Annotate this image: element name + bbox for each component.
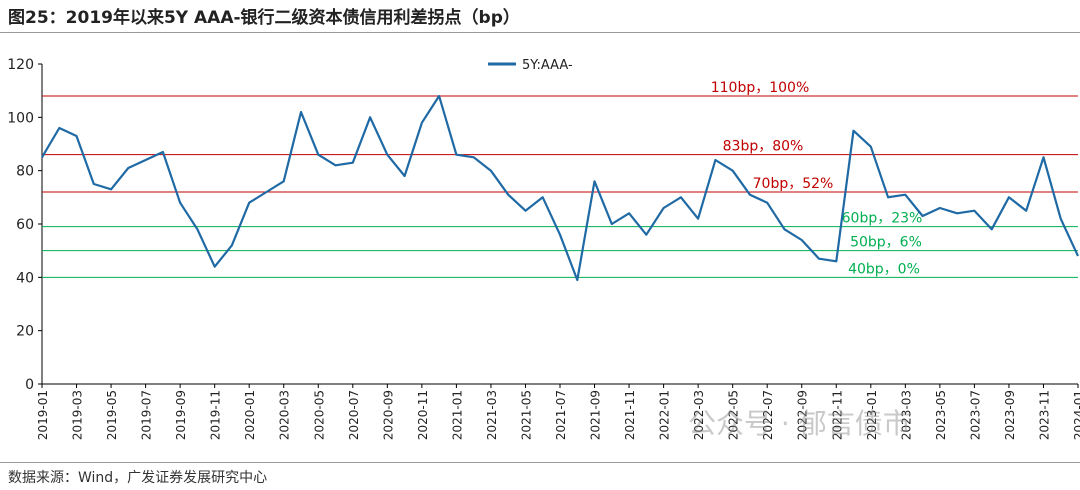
reference-line-label: 83bp，80% (723, 139, 804, 155)
reference-line-label: 50bp，6% (850, 235, 922, 251)
x-tick-label: 2020-09 (381, 390, 395, 440)
reference-line-label: 60bp，23% (842, 211, 923, 227)
x-tick-label: 2021-09 (589, 390, 603, 440)
x-tick-label: 2023-01 (865, 390, 879, 440)
x-tick-label: 2019-05 (105, 390, 119, 440)
x-tick-label: 2019-09 (174, 390, 188, 440)
x-tick-label: 2022-07 (761, 390, 775, 440)
spread-line-chart: 0 20 40 60 80 100 120 2019-01 2019-03 2019-05 2019… (7, 57, 1080, 440)
reference-line-label: 40bp，0% (848, 261, 920, 277)
x-tick-label: 2019-07 (140, 390, 154, 440)
watermark-text: 公众号 · 郁言债市 (688, 407, 911, 440)
bottom-divider (0, 462, 1080, 463)
x-tick-label: 2021-05 (519, 390, 533, 440)
x-tick-label: 2022-03 (692, 390, 706, 440)
x-tick-label: 2021-07 (554, 390, 568, 440)
y-tick-label: 20 (16, 324, 34, 340)
y-tick-label: 100 (7, 110, 34, 126)
chart-title: 图25：2019年以来5Y AAA-银行二级资本债信用利差拐点（bp） (8, 8, 520, 28)
x-tick-label: 2023-07 (968, 390, 982, 440)
reference-line-label: 70bp，52% (753, 176, 834, 192)
x-tick-label: 2020-03 (278, 390, 292, 440)
x-tick-label: 2023-03 (899, 390, 913, 440)
x-tick-label: 2022-11 (830, 390, 844, 440)
reference-line-label: 110bp，100% (711, 80, 810, 96)
y-tick-label: 80 (16, 164, 34, 180)
x-tick-label: 2024-01 (1072, 390, 1080, 440)
x-tick-label: 2022-09 (796, 390, 810, 440)
x-tick-label: 2020-11 (416, 390, 430, 440)
x-tick-label: 2021-03 (485, 390, 499, 440)
source-note: 数据来源：Wind，广发证券发展研究中心 (8, 470, 268, 486)
x-tick-label: 2022-05 (727, 390, 741, 440)
y-tick-label: 120 (7, 57, 34, 73)
y-tick-label: 40 (16, 270, 34, 286)
legend-label: 5Y:AAA- (522, 58, 573, 73)
top-divider (0, 32, 1080, 33)
x-tick-label: 2019-03 (71, 390, 85, 440)
series-line (41, 94, 1079, 282)
x-tick-label: 2019-01 (36, 390, 50, 440)
x-tick-label: 2020-01 (243, 390, 257, 440)
x-tick-label: 2020-07 (347, 390, 361, 440)
x-tick-label: 2023-05 (934, 390, 948, 440)
x-tick-label: 2022-01 (658, 390, 672, 440)
x-tick-label: 2021-11 (623, 390, 637, 440)
y-tick-label: 60 (16, 217, 34, 233)
y-tick-label: 0 (25, 377, 34, 393)
x-tick-label: 2021-01 (450, 390, 464, 440)
x-tick-label: 2023-09 (1003, 390, 1017, 440)
x-tick-label: 2019-11 (209, 390, 223, 440)
x-tick-label: 2023-11 (1037, 390, 1051, 440)
x-tick-label: 2020-05 (312, 390, 326, 440)
